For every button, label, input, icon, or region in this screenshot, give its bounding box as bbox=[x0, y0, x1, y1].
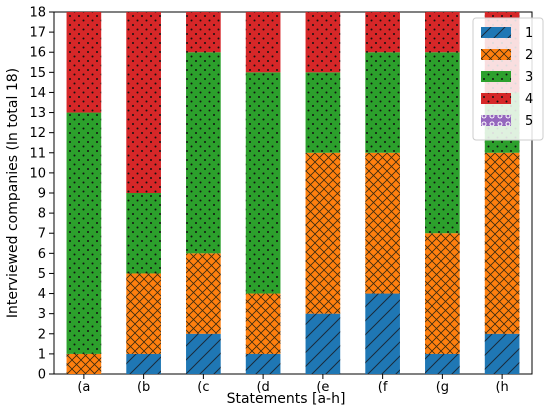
legend-swatch-hatch-1 bbox=[481, 27, 511, 38]
bar-hatch-series-1-4 bbox=[305, 313, 341, 374]
x-tick-label: (h bbox=[495, 380, 508, 395]
x-tick-label: (b bbox=[137, 380, 150, 395]
bar-hatch-series-4-5 bbox=[365, 12, 400, 53]
bar-hatch-series-2-0 bbox=[66, 353, 102, 374]
bar-hatch-series-2-7 bbox=[484, 152, 520, 334]
bar-hatch-series-3-5 bbox=[365, 52, 400, 153]
bar-hatch-series-1-3 bbox=[245, 353, 281, 374]
x-axis-label: Statements [a-h] bbox=[227, 391, 346, 407]
y-tick-label: 12 bbox=[29, 126, 46, 141]
bar-hatch-series-4-4 bbox=[305, 12, 341, 73]
y-tick-label: 3 bbox=[38, 307, 46, 322]
y-tick-label: 8 bbox=[38, 207, 46, 222]
bar-hatch-series-1-5 bbox=[365, 293, 400, 374]
bar-hatch-series-3-3 bbox=[245, 72, 281, 294]
y-tick-label: 17 bbox=[29, 26, 46, 41]
bar-hatch-series-1-1 bbox=[126, 353, 161, 374]
y-tick-label: 13 bbox=[29, 106, 46, 121]
x-axis: (a (b (c (d (e (f (g (h bbox=[77, 374, 509, 395]
y-tick-label: 18 bbox=[29, 6, 46, 21]
bar-hatch-series-2-3 bbox=[245, 293, 281, 354]
y-tick-label: 7 bbox=[38, 227, 46, 242]
legend-label-5: 5 bbox=[525, 114, 533, 129]
y-tick-label: 9 bbox=[38, 187, 46, 202]
legend-label-3: 3 bbox=[525, 70, 533, 85]
bar-hatch-series-4-3 bbox=[245, 12, 281, 73]
bars bbox=[66, 12, 520, 374]
x-tick-label: (a bbox=[77, 380, 90, 395]
bar-hatch-series-2-4 bbox=[305, 152, 341, 314]
y-tick-label: 10 bbox=[29, 166, 46, 181]
y-tick-label: 1 bbox=[38, 347, 46, 362]
bar-hatch-series-4-0 bbox=[66, 12, 102, 113]
x-tick-label: (f bbox=[378, 380, 388, 395]
bar-hatch-series-4-6 bbox=[425, 12, 460, 53]
plot-frame bbox=[53, 11, 533, 375]
bar-hatch-series-3-1 bbox=[126, 193, 161, 274]
x-tick-label: (g bbox=[436, 380, 449, 395]
y-tick-label: 14 bbox=[29, 86, 46, 101]
bar-hatch-series-4-1 bbox=[126, 12, 161, 193]
legend-label-4: 4 bbox=[525, 92, 533, 107]
bar-hatch-series-4-2 bbox=[186, 12, 221, 53]
y-tick-label: 2 bbox=[38, 327, 46, 342]
y-tick-label: 5 bbox=[38, 267, 46, 282]
x-tick-label: (e bbox=[316, 380, 329, 395]
y-axis-label: Interviewed companies (In total 18) bbox=[5, 68, 21, 318]
legend-swatch-hatch-4 bbox=[481, 93, 511, 104]
bar-hatch-series-1-2 bbox=[186, 333, 221, 374]
bar-hatch-series-2-6 bbox=[425, 233, 460, 354]
legend-swatch-hatch-5 bbox=[481, 115, 511, 126]
bar-hatch-series-3-0 bbox=[66, 112, 102, 354]
bar-hatch-series-2-2 bbox=[186, 253, 221, 334]
y-tick-label: 11 bbox=[29, 146, 46, 161]
legend-swatch-hatch-2 bbox=[481, 49, 511, 60]
plot-area bbox=[53, 11, 533, 375]
y-tick-label: 6 bbox=[38, 247, 46, 262]
x-tick-label: (d bbox=[256, 380, 269, 395]
bar-hatch-series-1-7 bbox=[484, 333, 520, 374]
bar-hatch-series-2-5 bbox=[365, 152, 400, 294]
y-tick-label: 4 bbox=[38, 287, 46, 302]
y-tick-label: 0 bbox=[38, 368, 46, 383]
legend-label-2: 2 bbox=[525, 48, 533, 63]
y-tick-label: 15 bbox=[29, 66, 46, 81]
legend-swatch-hatch-3 bbox=[481, 71, 511, 82]
x-tick-label: (c bbox=[197, 380, 209, 395]
legend: 1 2 3 4 5 bbox=[472, 17, 544, 141]
bar-hatch-series-3-2 bbox=[186, 52, 221, 254]
bar-hatch-series-2-1 bbox=[126, 273, 161, 354]
bar-hatch-series-3-4 bbox=[305, 72, 341, 153]
bar-hatch-series-1-6 bbox=[425, 353, 460, 374]
legend-label-1: 1 bbox=[525, 26, 533, 41]
y-tick-label: 16 bbox=[29, 46, 46, 61]
bar-hatch-series-3-6 bbox=[425, 52, 460, 234]
